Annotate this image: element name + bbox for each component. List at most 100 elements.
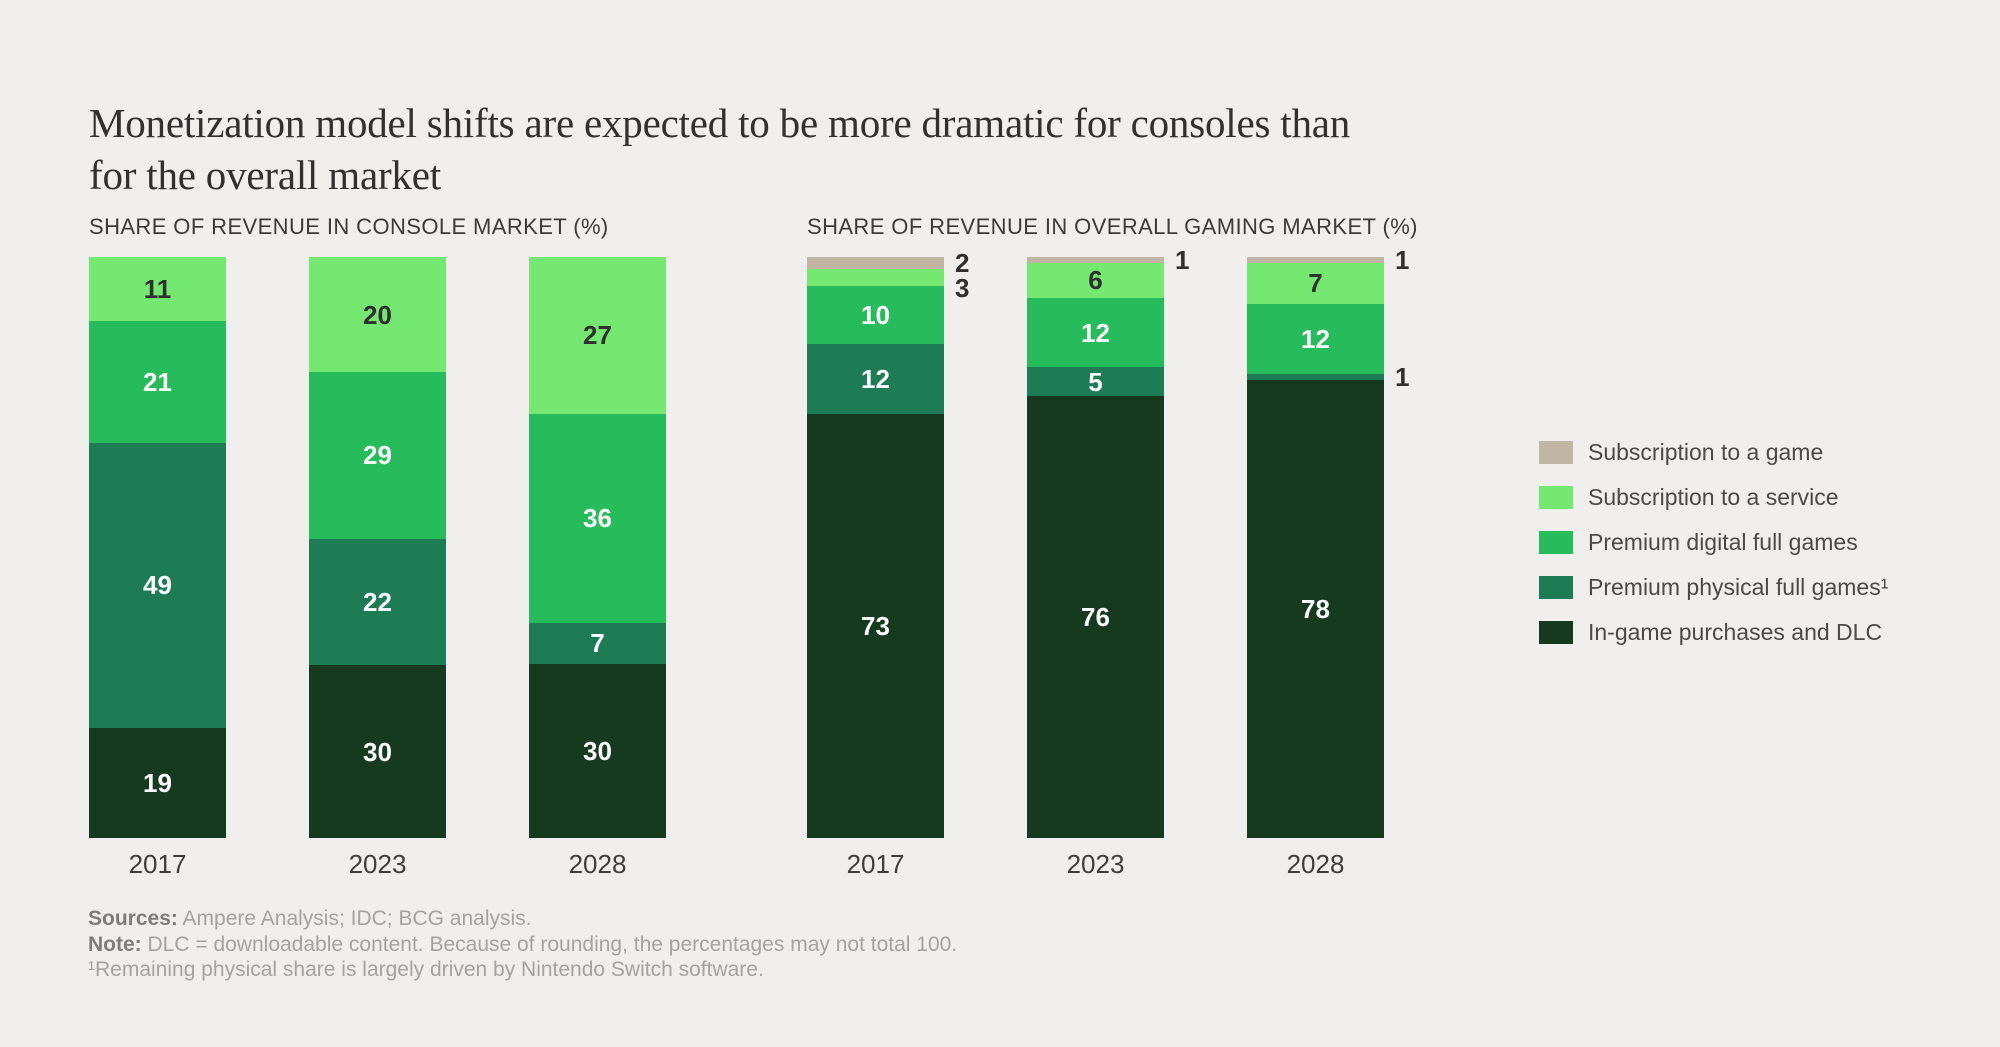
segment-premium-digital-full-games: 12: [1247, 303, 1384, 375]
segment-value-label-outside: 2: [955, 247, 970, 278]
segment-value-label: 20: [363, 299, 392, 330]
bar-2023: 6 12 5 76 1 2023: [1027, 247, 1189, 880]
legend-item-subscription-to-a-game: Subscription to a game: [1539, 430, 1888, 475]
footer-footnote-line: ¹Remaining physical share is largely dri…: [88, 958, 764, 981]
legend-swatch-subscription-to-a-service: [1539, 486, 1573, 509]
segment-premium-digital-full-games: 29: [309, 372, 446, 539]
segment-value-label: 36: [583, 503, 612, 534]
year-label: 2023: [348, 849, 407, 879]
console-chart-title: SHARE OF REVENUE IN CONSOLE MARKET (%): [89, 214, 609, 239]
legend: Subscription to a game Subscription to a …: [1539, 430, 1888, 655]
segment-value-label: 12: [1081, 317, 1110, 348]
bar-2028: 7 12 78 1 1 2028: [1247, 247, 1409, 880]
footer: Sources: Ampere Analysis; IDC; BCG analy…: [88, 906, 957, 983]
segment-value-label-outside: 1: [1175, 244, 1190, 275]
legend-swatch-premium-physical-full-games: [1539, 576, 1573, 599]
segment-value-label: 21: [143, 366, 172, 397]
segment-value-label-outside: 1: [1395, 244, 1410, 275]
bar-stack-2023: 20 29 22 30: [309, 257, 446, 838]
legend-swatch-in-game-purchases-and-dlc: [1539, 621, 1573, 644]
note-label: Note:: [88, 932, 142, 956]
segment-in-game-purchases-and-dlc: 76: [1027, 396, 1164, 838]
legend-label: Subscription to a game: [1588, 439, 1824, 465]
segment-premium-digital-full-games: 36: [529, 413, 666, 624]
segment-value-label: 30: [363, 736, 392, 767]
segment-value-label: 10: [861, 300, 890, 331]
legend-swatch-premium-digital-full-games: [1539, 531, 1573, 554]
legend-label: Subscription to a service: [1588, 484, 1839, 510]
segment-value-label: 30: [583, 735, 612, 766]
sources-text: Ampere Analysis; IDC; BCG analysis.: [177, 907, 532, 930]
segment-subscription-to-a-game: [807, 257, 944, 269]
note-text: DLC = downloadable content. Because of r…: [141, 932, 958, 956]
segment-subscription-to-a-service: 6: [1027, 262, 1164, 298]
legend-label: Premium physical full games¹: [1588, 574, 1889, 600]
segment-value-label: 11: [143, 273, 172, 304]
segment-in-game-purchases-and-dlc: 73: [807, 413, 944, 838]
segment-value-label: 7: [1308, 268, 1323, 299]
segment-in-game-purchases-and-dlc: 30: [309, 665, 446, 838]
segment-premium-physical-full-games: 5: [1027, 366, 1164, 397]
bar-2017: 11 21 49 19 2017: [89, 257, 226, 880]
segment-in-game-purchases-and-dlc: 78: [1247, 380, 1384, 838]
legend-label: Premium digital full games: [1588, 529, 1858, 555]
segment-value-label-outside: 1: [1395, 362, 1410, 393]
segment-value-label: 6: [1088, 265, 1103, 296]
legend-swatch-subscription-to-a-game: [1539, 441, 1573, 464]
segment-subscription-to-a-service: 20: [309, 257, 446, 373]
segment-subscription-to-a-service: 27: [529, 257, 666, 414]
segment-subscription-to-a-service: [807, 268, 944, 287]
year-label: 2028: [568, 849, 627, 879]
segment-premium-physical-full-games: 49: [89, 442, 226, 728]
segment-subscription-to-a-service: 7: [1247, 262, 1384, 304]
bar-2028: 27 36 7 30 2028: [529, 257, 666, 880]
segment-value-label: 29: [363, 440, 392, 471]
footer-note-line: Note: DLC = downloadable content. Becaus…: [88, 932, 957, 958]
segment-value-label: 27: [583, 320, 612, 351]
page-title-line-2: for the overall market: [89, 152, 441, 199]
segment-premium-physical-full-games: 22: [309, 538, 446, 666]
legend-item-subscription-to-a-service: Subscription to a service: [1539, 475, 1888, 520]
year-label: 2028: [1286, 849, 1345, 879]
footer-sources-line: Sources: Ampere Analysis; IDC; BCG analy…: [88, 906, 957, 932]
overall-chart-title: SHARE OF REVENUE IN OVERALL GAMING MARKE…: [807, 214, 1418, 239]
segment-premium-physical-full-games: 12: [807, 344, 944, 414]
legend-item-premium-digital-full-games: Premium digital full games: [1539, 520, 1888, 565]
segment-value-label: 78: [1301, 594, 1330, 625]
segment-value-label: 12: [1301, 324, 1330, 355]
page-title-line-1: Monetization model shifts are expected t…: [89, 100, 1351, 147]
legend-item-in-game-purchases-and-dlc: In-game purchases and DLC: [1539, 610, 1888, 655]
sources-label: Sources:: [88, 907, 178, 930]
bar-2023: 20 29 22 30 2023: [309, 257, 446, 880]
segment-in-game-purchases-and-dlc: 30: [529, 663, 666, 838]
bar-stack-2028: 7 12 78 1 1: [1247, 247, 1409, 838]
segment-premium-digital-full-games: 21: [89, 320, 226, 443]
console-market-chart: SHARE OF REVENUE IN CONSOLE MARKET (%) 1…: [89, 214, 666, 880]
segment-premium-physical-full-games: 7: [529, 623, 666, 664]
segment-subscription-to-a-game: [1247, 257, 1384, 263]
year-label: 2023: [1066, 849, 1125, 879]
console-chart-bars: 11 21 49 19 2017 20 29 22 30 2023 27 36 7 30 2028: [89, 257, 666, 880]
year-label: 2017: [128, 849, 187, 879]
segment-subscription-to-a-game: [1027, 257, 1164, 263]
legend-item-premium-physical-full-games: Premium physical full games¹: [1539, 565, 1888, 610]
segment-value-label-outside: 3: [955, 272, 970, 303]
segment-premium-digital-full-games: 10: [807, 286, 944, 345]
year-label: 2017: [846, 849, 905, 879]
overall-chart-bars: 10 12 73 2 3 2017 6 12 5 76 1 2023 7 12 78 1 1 2028: [807, 247, 1418, 880]
overall-market-chart: SHARE OF REVENUE IN OVERALL GAMING MARKE…: [807, 214, 1418, 880]
segment-value-label: 22: [363, 587, 392, 618]
page-title: Monetization model shifts are expected t…: [89, 97, 1909, 201]
segment-value-label: 12: [861, 364, 890, 395]
segment-value-label: 5: [1088, 366, 1103, 397]
segment-value-label: 73: [861, 610, 890, 641]
bar-stack-2028: 27 36 7 30: [529, 257, 666, 838]
segment-subscription-to-a-service: 11: [89, 257, 226, 321]
bar-stack-2023: 6 12 5 76 1: [1027, 247, 1189, 838]
segment-premium-physical-full-games: [1247, 374, 1384, 381]
segment-value-label: 7: [590, 628, 605, 659]
segment-value-label: 49: [143, 570, 172, 601]
segment-value-label: 19: [143, 767, 172, 798]
bar-2017: 10 12 73 2 3 2017: [807, 250, 969, 880]
segment-in-game-purchases-and-dlc: 19: [89, 727, 226, 838]
